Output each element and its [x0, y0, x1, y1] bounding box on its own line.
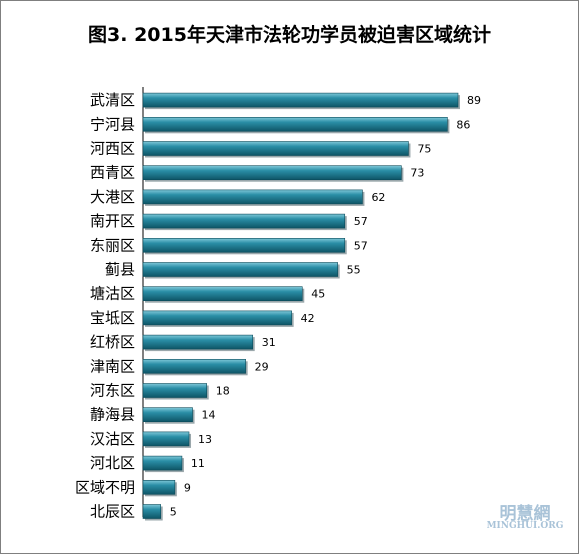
- category-label: 蓟县: [105, 261, 135, 279]
- category-label: 宁河县: [90, 115, 135, 133]
- minghui-logo-cn: 明慧網: [499, 504, 551, 524]
- category-label: 大港区: [90, 188, 135, 206]
- data-label: 57: [354, 239, 368, 252]
- category-label: 津南区: [90, 357, 135, 375]
- data-label: 18: [216, 385, 230, 398]
- bar: [142, 407, 193, 423]
- bar: [142, 238, 346, 253]
- category-label: 区域不明: [75, 478, 135, 496]
- bar: [142, 141, 409, 156]
- data-label: 11: [191, 457, 205, 470]
- data-label: 14: [202, 409, 216, 422]
- data-label: 62: [371, 191, 385, 204]
- bar: [142, 189, 363, 205]
- bar: [142, 383, 208, 398]
- bar: [142, 504, 161, 519]
- bar: [142, 117, 448, 132]
- category-label: 河东区: [90, 382, 135, 400]
- minghui-logo-en: MINGHUI.ORG: [486, 521, 564, 531]
- data-label: 45: [311, 288, 325, 301]
- category-label: 河西区: [90, 140, 135, 158]
- category-label: 塘沽区: [90, 285, 135, 303]
- bar: [142, 334, 254, 350]
- data-label: 57: [354, 215, 368, 228]
- data-label: 9: [184, 481, 191, 494]
- category-label: 红桥区: [90, 333, 135, 351]
- bar: [142, 479, 176, 495]
- bar: [142, 262, 338, 277]
- data-label: 55: [347, 264, 361, 277]
- data-label: 5: [170, 506, 177, 519]
- category-label: 武清区: [90, 91, 135, 109]
- bar: [142, 213, 346, 229]
- category-label: 汉沽区: [90, 430, 135, 448]
- category-label: 北辰区: [90, 503, 135, 521]
- chart-title: 图3. 2015年天津市法轮功学员被迫害区域统计: [88, 24, 491, 46]
- data-label: 31: [262, 336, 276, 349]
- bar: [142, 286, 303, 302]
- category-label: 东丽区: [90, 236, 135, 254]
- category-label: 宝坻区: [90, 309, 135, 327]
- bar: [142, 431, 190, 447]
- bar: [142, 358, 246, 374]
- bar: [142, 455, 183, 471]
- data-label: 89: [467, 94, 481, 107]
- category-label: 河北区: [90, 454, 135, 472]
- data-label: 13: [198, 433, 212, 446]
- category-label: 南开区: [90, 212, 135, 230]
- category-label: 西青区: [90, 164, 135, 182]
- bar: [142, 92, 459, 108]
- data-label: 42: [301, 312, 315, 325]
- data-label: 86: [456, 118, 470, 131]
- data-label: 75: [417, 143, 431, 156]
- bar: [142, 310, 292, 326]
- data-label: 29: [255, 360, 269, 373]
- category-label: 静海县: [90, 406, 135, 424]
- bar: [142, 165, 402, 180]
- data-label: 73: [410, 167, 424, 180]
